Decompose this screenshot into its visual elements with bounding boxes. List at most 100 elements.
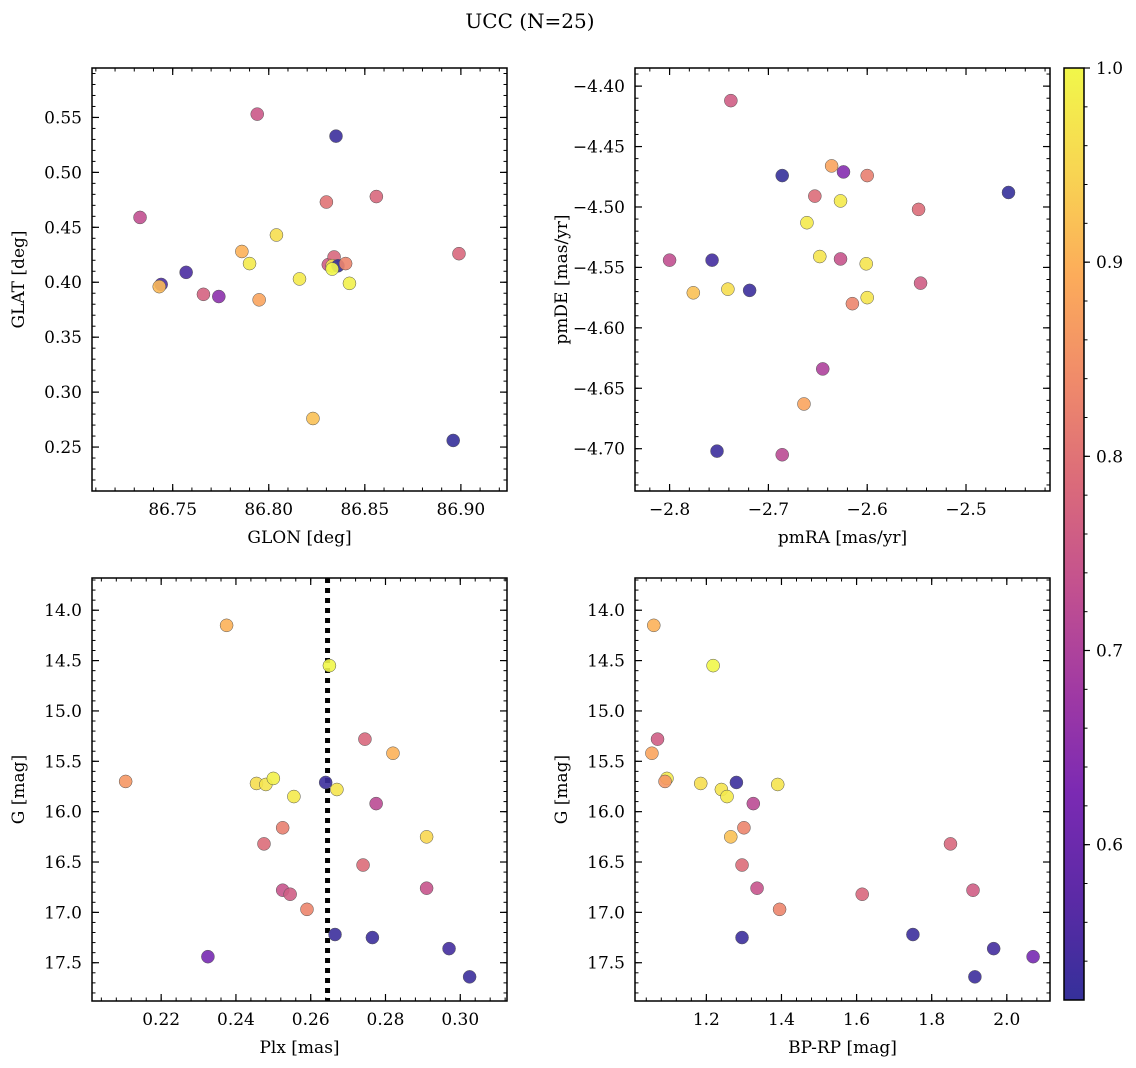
y-tick-label: 0.45 — [44, 218, 82, 238]
data-point — [845, 296, 860, 311]
y-tick-label: 17.0 — [44, 903, 82, 923]
data-point — [338, 256, 353, 271]
data-point — [442, 941, 456, 956]
x-tick-label: 0.26 — [292, 1010, 330, 1030]
y-tick-label: 14.5 — [587, 652, 625, 672]
y-tick-label: −4.40 — [573, 77, 625, 97]
data-point — [292, 272, 307, 286]
y-tick-label: 0.30 — [44, 383, 82, 403]
x-tick-label: 0.28 — [367, 1010, 405, 1030]
data-point — [252, 293, 266, 307]
data-point — [365, 930, 380, 945]
data-point — [300, 902, 314, 917]
data-point — [257, 837, 271, 851]
data-point — [662, 253, 677, 267]
data-point — [706, 658, 720, 673]
data-point — [369, 796, 383, 811]
y-tick-label: 14.0 — [587, 601, 625, 621]
y-tick-label: 14.0 — [44, 601, 82, 621]
axes-frame — [91, 67, 508, 492]
data-point — [860, 168, 874, 183]
y-tick-label: 16.0 — [587, 803, 625, 823]
data-point — [859, 257, 873, 271]
data-point — [770, 777, 785, 792]
y-tick-label: 17.5 — [587, 954, 625, 974]
data-point — [724, 93, 738, 108]
x-tick-label: 0.30 — [441, 1010, 479, 1030]
colorbar: 0.6 0.7 0.8 0.9 1.0 — [1063, 59, 1123, 1001]
data-point — [750, 881, 764, 895]
y-tick-label: 0.50 — [44, 163, 82, 183]
data-point — [710, 444, 724, 458]
data-point — [133, 210, 147, 225]
data-point — [986, 941, 1001, 956]
data-point — [269, 228, 284, 242]
data-point — [250, 107, 264, 121]
data-point — [775, 168, 789, 183]
x-tick-label: 1.6 — [843, 1010, 870, 1030]
colorbar-tick-label: 0.6 — [1096, 836, 1123, 856]
data-point — [242, 256, 257, 271]
y-tick-label: 16.0 — [44, 803, 82, 823]
colorbar-gradient — [1064, 68, 1084, 1000]
data-point — [797, 397, 811, 411]
data-point — [201, 949, 215, 964]
data-point — [328, 927, 342, 942]
y-tick-label: −4.50 — [573, 198, 625, 218]
y-axis-label: GLAT [deg] — [9, 230, 29, 328]
x-tick-label: −2.6 — [847, 500, 888, 520]
panel-4: 1.2 1.4 1.6 1.8 2.0 14.0 14.5 15.0 15.5 16.0 16.5 1… — [552, 577, 1051, 1058]
x-tick-label: 1.2 — [693, 1010, 720, 1030]
data-point — [966, 883, 980, 897]
panel-3: 0.22 0.24 0.26 0.28 0.30 14.0 14.5 15.0 15.5 16.0… — [9, 577, 508, 1058]
data-point — [913, 276, 928, 290]
data-point — [808, 189, 822, 203]
x-tick-label: 1.4 — [768, 1010, 795, 1030]
axes-frame — [634, 577, 1051, 1002]
data-point — [452, 246, 466, 261]
data-point — [943, 837, 958, 851]
data-point — [212, 289, 226, 304]
data-point — [1001, 185, 1016, 200]
data-point — [319, 195, 334, 209]
x-tick-label: 1.8 — [918, 1010, 945, 1030]
y-axis-label: G [mag] — [552, 755, 572, 824]
y-tick-label: 14.5 — [44, 652, 82, 672]
y-tick-label: −4.65 — [573, 379, 625, 399]
data-point — [775, 447, 789, 462]
data-point — [772, 902, 787, 917]
data-point — [724, 830, 738, 844]
data-point — [658, 774, 672, 789]
data-point — [329, 129, 343, 143]
y-tick-label: 15.5 — [587, 752, 625, 772]
data-point — [386, 746, 400, 760]
y-tick-label: 15.0 — [44, 702, 82, 722]
data-point — [322, 658, 337, 673]
data-point — [419, 881, 434, 895]
x-tick-label: −2.7 — [748, 500, 789, 520]
y-tick-label: 15.5 — [44, 752, 82, 772]
data-point — [721, 282, 735, 296]
y-tick-label: 0.55 — [44, 108, 82, 128]
panels: 86.75 86.80 86.85 86.90 0.25 0.30 0.35 0.40 0.45… — [9, 67, 1051, 1058]
y-tick-label: 15.0 — [587, 702, 625, 722]
data-point — [235, 244, 249, 259]
y-axis-label: pmDE [mas/yr] — [552, 214, 572, 344]
data-point — [358, 732, 372, 746]
data-point — [650, 732, 665, 746]
data-point — [737, 821, 751, 835]
y-tick-label: −4.70 — [573, 440, 625, 460]
x-tick-label: 2.0 — [993, 1010, 1020, 1030]
data-point — [419, 830, 434, 844]
x-tick-label: 86.90 — [437, 500, 486, 520]
data-point — [645, 746, 659, 760]
data-point — [330, 782, 344, 797]
data-point — [462, 970, 477, 984]
y-tick-label: 17.0 — [587, 903, 625, 923]
data-point — [735, 858, 749, 872]
data-point — [283, 887, 297, 901]
data-point — [342, 276, 357, 291]
data-point — [446, 433, 460, 448]
panel-1: 86.75 86.80 86.85 86.90 0.25 0.30 0.35 0.40 0.45… — [9, 67, 508, 548]
